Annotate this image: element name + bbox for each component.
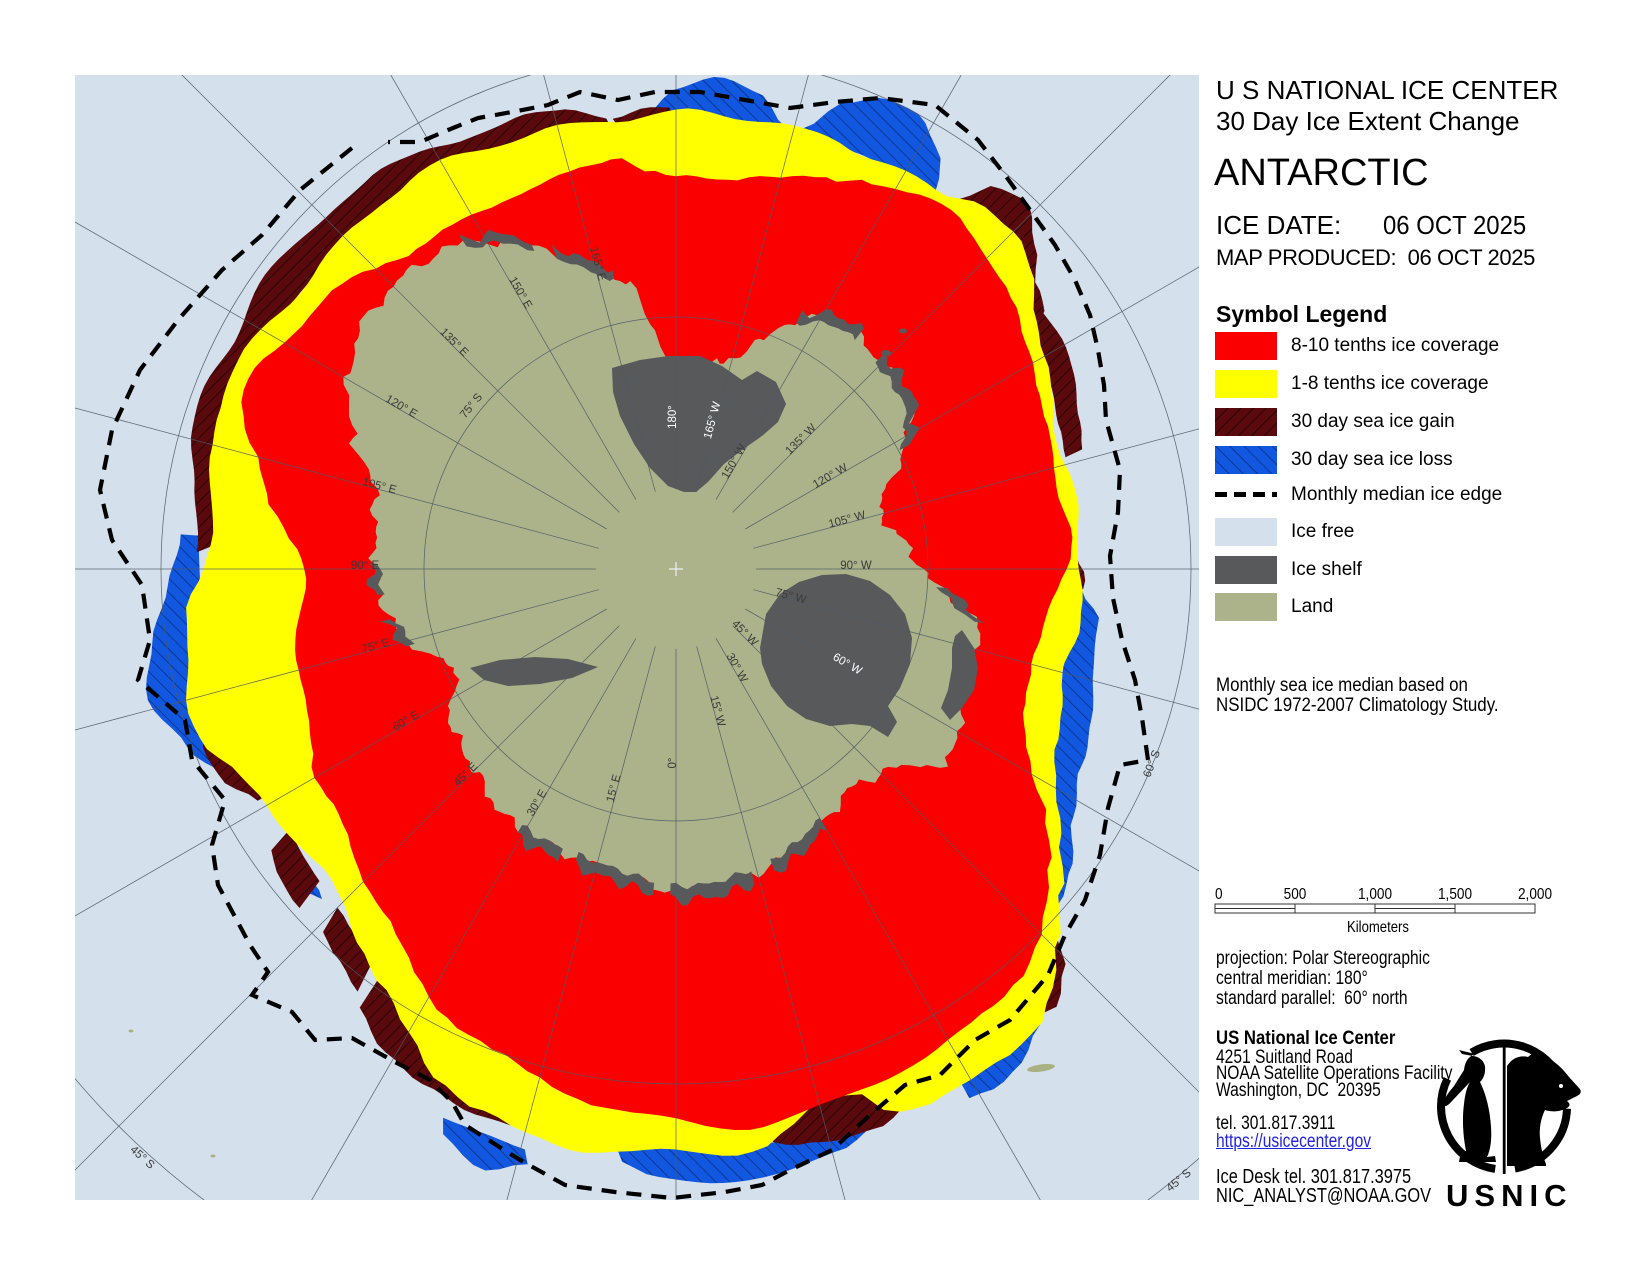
svg-text:0°: 0° (667, 758, 679, 769)
svg-text:90° W: 90° W (840, 560, 872, 572)
svg-text:90° E: 90° E (351, 560, 380, 572)
svg-text:180°: 180° (667, 405, 679, 429)
